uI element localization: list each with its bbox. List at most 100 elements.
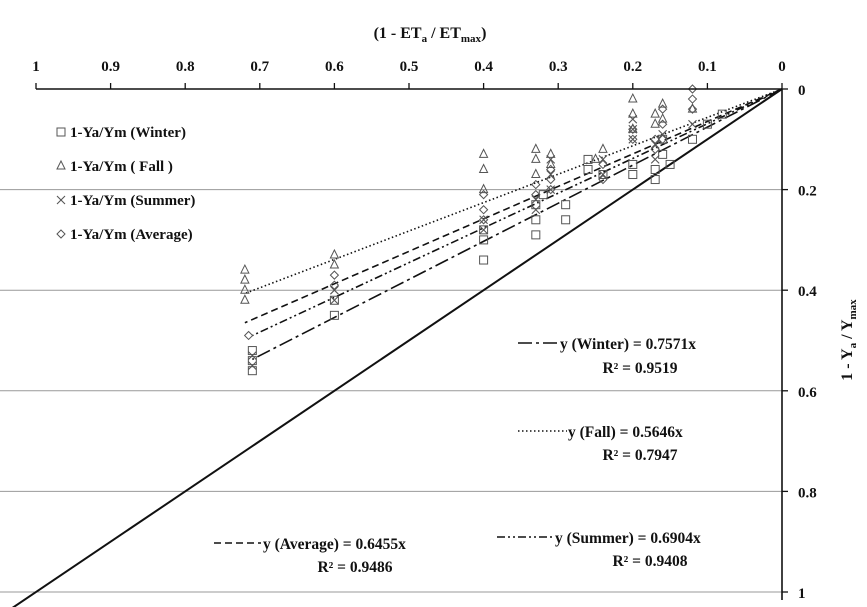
point-diamond-3-7 [531, 189, 541, 200]
point-triangle-1-1 [240, 274, 250, 284]
x-tick-label-0: 1 [32, 59, 40, 75]
point-diamond-3-18 [657, 119, 668, 129]
y-tick-label-0: 0 [798, 83, 806, 99]
point-x-2-15-b [628, 134, 638, 144]
legend-label-1: 1-Ya/Ym ( Fall ) [70, 159, 173, 175]
point-x-2-8 [546, 155, 556, 164]
point-x-2-6-b [531, 195, 541, 205]
point-x-2-17 [650, 155, 660, 164]
point-triangle-1-3 [240, 294, 250, 304]
equation-text-3: y (Summer) = 0.6904x [555, 530, 701, 547]
point-square-0-17 [628, 159, 638, 169]
fit-line-3 [244, 88, 783, 324]
point-x-2-19-b [688, 119, 697, 129]
point-triangle-1-15 [598, 143, 608, 153]
x-tick-label-2: 0.8 [176, 59, 195, 75]
point-x-2-13-b [628, 114, 638, 124]
point-diamond-3-15 [650, 134, 660, 145]
point-diamond-3-8 [546, 164, 556, 175]
point-diamond-3-21 [687, 94, 698, 104]
gridlines [0, 189, 782, 593]
point-triangle-1-13 [545, 158, 556, 168]
x-tick-label-8: 0.2 [623, 59, 642, 75]
point-square-0-1 [247, 356, 257, 366]
point-diamond-3-13 [628, 124, 638, 134]
point-square-0-22 [658, 149, 668, 159]
point-triangle-1-18 [627, 123, 638, 133]
point-x-2-10 [546, 185, 556, 194]
x-axis: 1 0.9 0.8 0.7 0.6 0.5 0.4 0.3 0.2 0.1 0 (1 - ETa /… [32, 25, 786, 90]
point-square-0-16 [598, 170, 608, 180]
point-x-2-6 [531, 195, 541, 205]
x-tick-label-1: 0.9 [101, 59, 120, 75]
point-triangle-1-19 [650, 108, 660, 118]
point-x-2-1 [247, 361, 257, 371]
point-x-2-5 [479, 225, 488, 235]
point-diamond-3-19 [657, 134, 668, 145]
point-square-0-5 [479, 225, 489, 235]
legend-label-3: 1-Ya/Ym (Average) [70, 227, 193, 243]
x-tick-label-4: 0.6 [325, 59, 344, 75]
point-diamond-3-20 [687, 84, 698, 94]
point-x-2-7-b [531, 205, 541, 215]
point-x-2-8-b [546, 155, 556, 164]
point-square-0-26 [717, 109, 727, 119]
point-triangle-1-21 [657, 97, 668, 108]
point-triangle-1-6 [478, 148, 489, 158]
point-triangle-1-22 [657, 113, 668, 123]
point-x-2-18-b [658, 129, 668, 139]
x-ticks: 1 0.9 0.8 0.7 0.6 0.5 0.4 0.3 0.2 0.1 0 [32, 59, 786, 89]
point-diamond-3-11 [598, 159, 608, 170]
point-x-2-3 [330, 295, 339, 305]
y-tick-label-3: 0.6 [798, 385, 817, 401]
point-square-0-7 [479, 255, 489, 265]
data-points [240, 84, 727, 376]
legend-label-0: 1-Ya/Ym (Winter) [70, 125, 186, 141]
point-diamond-3-10 [546, 184, 556, 195]
point-diamond-3-4 [478, 205, 489, 215]
point-diamond-3-12 [598, 174, 608, 185]
equation-labels: y (Winter) = 0.7571x R² = 0.9519 y (Fall) … [214, 336, 701, 576]
legend-marker-2-b [56, 195, 66, 205]
point-x-2-14 [628, 124, 638, 134]
equation-r2-1: R² = 0.7947 [602, 447, 677, 464]
y-axis-title: 1 - Ya / Ymax [839, 299, 859, 381]
equation-r2-0: R² = 0.9519 [602, 360, 677, 377]
point-triangle-1-17 [627, 108, 638, 118]
x-tick-label-6: 0.4 [474, 59, 493, 75]
point-square-0-24 [687, 134, 697, 144]
point-square-0-19 [650, 164, 660, 174]
point-square-0-8 [531, 200, 541, 210]
fit-line-2 [252, 88, 783, 337]
fit-line-0 [251, 88, 783, 361]
point-x-2-15 [628, 134, 638, 144]
equation-text-2: y (Average) = 0.6455x [263, 536, 406, 553]
point-diamond-3-6 [531, 179, 541, 190]
point-diamond-3-2 [329, 280, 340, 290]
point-x-2-7 [531, 205, 541, 215]
point-triangle-1-8 [478, 183, 489, 194]
legend-marker-2 [56, 195, 66, 205]
y-tick-label-1: 0.2 [798, 184, 817, 200]
point-x-2-0 [247, 351, 257, 360]
point-diamond-3-16 [650, 144, 660, 155]
point-triangle-1-23 [687, 103, 698, 113]
point-x-2-10-b [546, 185, 556, 194]
point-diamond-3-0 [243, 330, 254, 341]
point-square-0-9 [531, 215, 541, 225]
y-tick-label-5: 1 [798, 586, 806, 602]
point-x-2-9 [546, 170, 556, 179]
legend-label-2: 1-Ya/Ym (Summer) [70, 193, 195, 209]
y-tick-label-2: 0.4 [798, 284, 817, 300]
equation-text-1: y (Fall) = 0.5646x [568, 424, 683, 441]
point-x-2-12-b [598, 170, 608, 179]
point-x-2-5-b [479, 225, 488, 235]
fit-lines [244, 88, 783, 361]
y-tick-label-4: 0.8 [798, 485, 817, 501]
point-square-0-13 [561, 215, 571, 225]
point-square-0-20 [650, 175, 660, 185]
point-diamond-3-14 [628, 134, 638, 145]
point-square-0-2 [247, 366, 257, 376]
legend: 1-Ya/Ym (Winter) 1-Ya/Ym ( Fall ) 1-Ya/Ym … [56, 125, 195, 243]
